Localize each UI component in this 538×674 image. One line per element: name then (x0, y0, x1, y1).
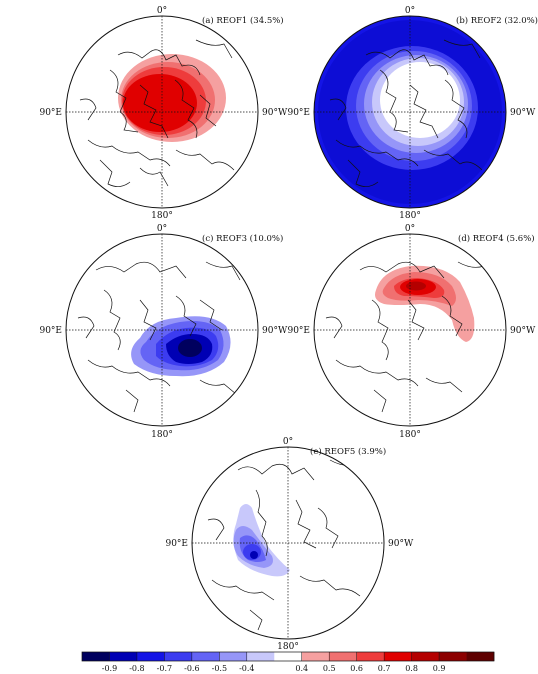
colorbar-tick-label: 0.8 (405, 664, 418, 673)
panel-reof5: (e) REOF5 (3.9%) 0° 180° 90°E 90°W (165, 437, 413, 652)
colorbar-swatch (411, 652, 440, 661)
label-90e: 90°E (39, 326, 62, 336)
label-90w: 90°W (262, 326, 288, 336)
colorbar-tick-label: -0.8 (129, 664, 144, 673)
colorbar-swatch (191, 652, 220, 661)
panel-reof1: (a) REOF1 (34.5%) 0° 180° 90°E 90°W (39, 6, 287, 221)
label-0deg: 0° (283, 437, 293, 447)
colorbar: -0.9 -0.8 -0.7 -0.6 -0.5 -0.4 0.4 0.5 0.6 0.7 0.8 0… (81, 651, 495, 673)
label-90w: 90°W (510, 326, 536, 336)
panel-title: (e) REOF5 (3.9%) (310, 446, 386, 457)
label-180deg: 180° (151, 430, 173, 440)
label-180deg: 180° (277, 642, 299, 652)
colorbar-swatch (274, 652, 303, 661)
label-90w: 90°W (262, 108, 288, 118)
panel-reof2: (b) REOF2 (32.0%) 0° 180° 90°E 90°W (287, 6, 538, 221)
colorbar-tick-label: 0.5 (323, 664, 336, 673)
colorbar-swatch (439, 652, 467, 661)
label-180deg: 180° (151, 211, 173, 221)
panel-title: (b) REOF2 (32.0%) (456, 15, 538, 26)
colorbar-swatch (466, 652, 495, 661)
anomaly-positive-region (118, 54, 226, 142)
anomaly-negative-region (131, 316, 231, 377)
label-90e: 90°E (39, 108, 62, 118)
colorbar-tick-label: 0.6 (350, 664, 363, 673)
label-0deg: 0° (157, 6, 167, 16)
label-0deg: 0° (157, 224, 167, 234)
colorbar-tick-label: 0.4 (295, 664, 308, 673)
label-90w: 90°W (388, 539, 414, 549)
colorbar-tick-label: -0.9 (102, 664, 117, 673)
label-180deg: 180° (399, 430, 421, 440)
colorbar-swatch (356, 652, 385, 661)
label-0deg: 0° (405, 224, 415, 234)
colorbar-frame (81, 651, 495, 662)
label-90e: 90°E (165, 539, 188, 549)
colorbar-swatch (82, 652, 110, 661)
colorbar-swatch (246, 652, 275, 661)
colorbar-swatch (329, 652, 357, 661)
colorbar-swatch (164, 652, 193, 661)
colorbar-swatch (301, 652, 330, 661)
anomaly-negative-region (314, 16, 506, 208)
coastlines (207, 459, 367, 631)
panel-title: (d) REOF4 (5.6%) (458, 233, 535, 244)
anomaly-negative-region (233, 504, 290, 577)
coastlines (77, 261, 241, 413)
colorbar-tick-label: -0.4 (239, 664, 254, 673)
label-90w: 90°W (510, 108, 536, 118)
colorbar-swatch (384, 652, 412, 661)
panel-reof4: (d) REOF4 (5.6%) 0° 180° 90°E 90°W (287, 224, 535, 440)
coastlines (79, 39, 235, 187)
anomaly-positive-region (375, 265, 475, 342)
colorbar-swatch (219, 652, 248, 661)
colorbar-tick-label: -0.5 (212, 664, 227, 673)
panel-reof3: (c) REOF3 (10.0%) 0° 180° 90°E 90°W (39, 224, 287, 440)
panel-title: (c) REOF3 (10.0%) (202, 233, 283, 244)
label-0deg: 0° (405, 6, 415, 16)
colorbar-tick-label: 0.7 (378, 664, 391, 673)
coastlines (329, 39, 483, 187)
label-90e: 90°E (287, 326, 310, 336)
label-90e: 90°E (287, 108, 310, 118)
colorbar-tick-label: 0.9 (433, 664, 446, 673)
panel-title: (a) REOF1 (34.5%) (202, 15, 284, 26)
colorbar-tick-label: -0.7 (157, 664, 172, 673)
colorbar-tick-label: -0.6 (184, 664, 199, 673)
label-180deg: 180° (399, 211, 421, 221)
colorbar-swatch (109, 652, 138, 661)
colorbar-swatch (136, 652, 165, 661)
